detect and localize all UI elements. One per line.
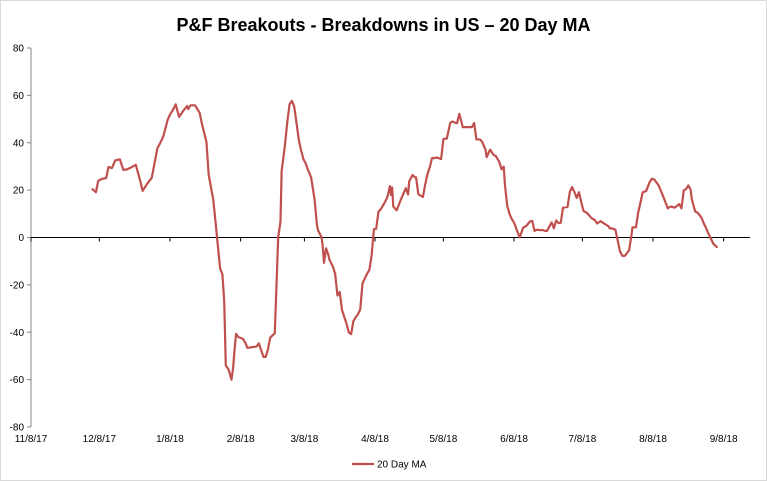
series-layer bbox=[91, 99, 718, 381]
y-tick-label: -60 bbox=[10, 375, 25, 386]
x-tick-label: 6/8/18 bbox=[500, 434, 528, 445]
series-line-20-day-ma bbox=[91, 99, 718, 381]
x-tick-label: 5/8/18 bbox=[429, 434, 457, 445]
y-tick-label: -20 bbox=[10, 280, 25, 291]
x-tick-label: 3/8/18 bbox=[291, 434, 319, 445]
x-tick-label: 4/8/18 bbox=[361, 434, 389, 445]
y-tick-label: 60 bbox=[13, 91, 25, 102]
legend: 20 Day MA bbox=[352, 460, 427, 471]
x-tick-label: 9/8/18 bbox=[710, 434, 738, 445]
y-axis-tick-labels: -80 -60 -40 -20 0 20 40 60 80 bbox=[10, 44, 25, 434]
y-tick-label: 20 bbox=[13, 186, 25, 197]
x-tick-label: 12/8/17 bbox=[83, 434, 117, 445]
y-tick-label: -40 bbox=[10, 328, 25, 339]
y-tick-label: 40 bbox=[13, 138, 25, 149]
chart-title: P&F Breakouts - Breakdowns in US – 20 Da… bbox=[176, 15, 591, 35]
x-tick-label: 7/8/18 bbox=[568, 434, 596, 445]
y-tick-label: 80 bbox=[13, 44, 25, 55]
x-tick-label: 8/8/18 bbox=[639, 434, 667, 445]
x-axis-tick-labels: 11/8/17 12/8/17 1/8/18 2/8/18 3/8/18 4/8/18 5/… bbox=[15, 434, 738, 445]
y-tick-label: 0 bbox=[18, 233, 24, 244]
x-tick-label: 11/8/17 bbox=[15, 434, 48, 445]
legend-label-20-day-ma: 20 Day MA bbox=[377, 460, 427, 471]
x-tick-label: 2/8/18 bbox=[227, 434, 255, 445]
axes bbox=[27, 47, 750, 428]
x-tick-label: 1/8/18 bbox=[156, 434, 184, 445]
y-tick-label: -80 bbox=[10, 423, 25, 434]
